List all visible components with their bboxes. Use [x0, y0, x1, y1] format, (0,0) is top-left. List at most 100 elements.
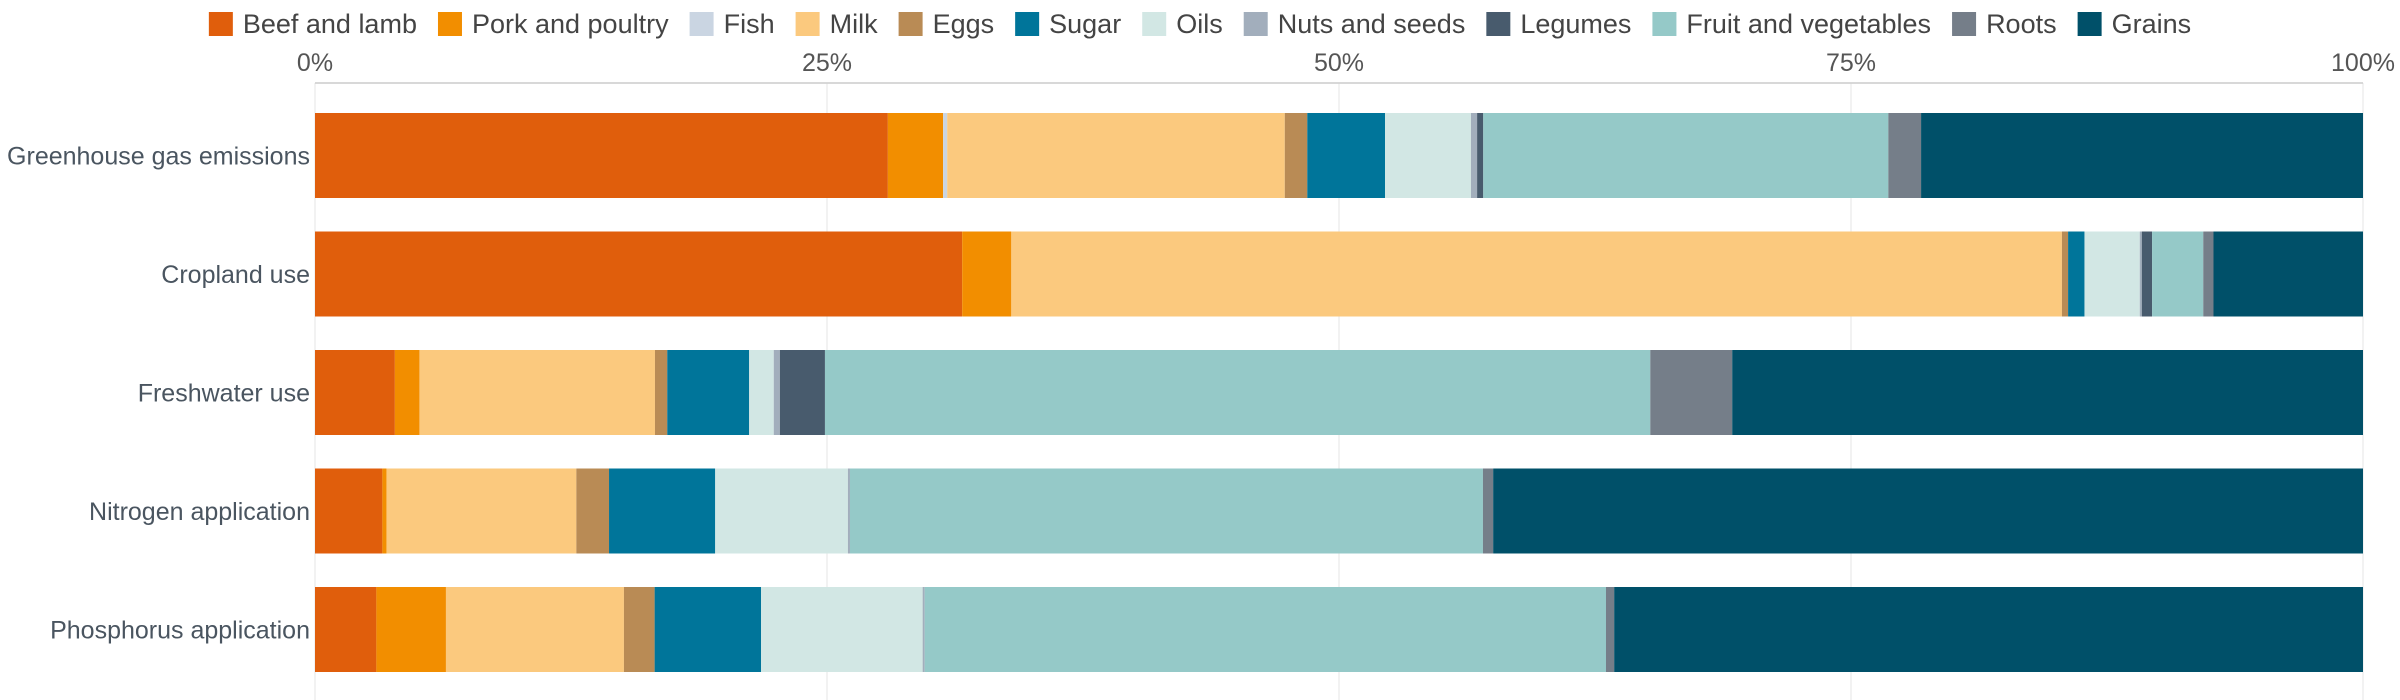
bar-segment-eggs	[623, 587, 655, 672]
bar-segment-eggs	[1284, 113, 1308, 198]
bar-segment-grains	[1921, 113, 2363, 198]
bar-segment-beef-and-lamb	[315, 468, 383, 554]
bar-segment-roots	[2203, 231, 2214, 317]
bar-segment-roots	[1650, 350, 1733, 435]
legend-swatch	[208, 12, 233, 36]
bar-segment-beef-and-lamb	[315, 350, 395, 435]
bar-segment-fruit-and-vegetables	[2152, 231, 2204, 317]
bar-segment-grains	[1493, 468, 2363, 554]
bar-segment-fruit-and-vegetables	[924, 587, 1606, 672]
bar-segment-oils	[715, 468, 848, 554]
legend-label: Roots	[1986, 9, 2057, 39]
legend-label: Fruit and vegetables	[1686, 9, 1931, 39]
bar-row-cropland-use	[315, 231, 2363, 317]
x-tick-label: 25%	[802, 49, 852, 77]
category-label: Phosphorus application	[50, 617, 310, 645]
bar-segment-fruit-and-vegetables	[1483, 113, 1889, 198]
legend-item-sugar[interactable]: Sugar	[1015, 9, 1121, 39]
category-label: Cropland use	[161, 261, 310, 289]
bar-segment-milk	[1011, 231, 2062, 317]
bar-segment-roots	[1482, 468, 1494, 554]
legend-swatch	[795, 12, 820, 36]
legend-swatch	[898, 12, 923, 36]
legend-item-beef-and-lamb[interactable]: Beef and lamb	[208, 9, 417, 39]
bar-segment-legumes	[1477, 113, 1484, 198]
bar-segment-nuts-and-seeds	[847, 468, 850, 554]
bar-row-nitrogen-application	[315, 468, 2363, 554]
category-label: Freshwater use	[138, 380, 310, 408]
bar-segment-sugar	[654, 587, 762, 672]
bar-segment-beef-and-lamb	[315, 113, 888, 198]
bar-segment-fish	[943, 113, 948, 198]
legend-item-milk[interactable]: Milk	[795, 9, 878, 39]
bar-segment-fruit-and-vegetables	[824, 350, 1651, 435]
legend-label: Sugar	[1049, 9, 1121, 39]
bar-segment-fruit-and-vegetables	[849, 468, 1483, 554]
bar-segment-milk	[419, 350, 655, 435]
legend-item-grains[interactable]: Grains	[2077, 9, 2192, 39]
bar-segment-sugar	[609, 468, 716, 554]
bar-segment-milk	[947, 113, 1285, 198]
bar-segment-roots	[1888, 113, 1922, 198]
legend-swatch	[1015, 12, 1040, 36]
legend-item-oils[interactable]: Oils	[1142, 9, 1223, 39]
legend-item-fish[interactable]: Fish	[689, 9, 775, 39]
bar-segment-oils	[1385, 113, 1471, 198]
x-tick-label: 50%	[1314, 49, 1364, 77]
bar-segment-pork-and-poultry	[382, 468, 387, 554]
bar-segment-nuts-and-seeds	[2139, 231, 2142, 317]
bar-segment-beef-and-lamb	[315, 231, 963, 317]
bar-segment-legumes	[779, 350, 825, 435]
bar-segment-grains	[2213, 231, 2363, 317]
bar-segment-pork-and-poultry	[962, 231, 1012, 317]
legend-item-nuts-and-seeds[interactable]: Nuts and seeds	[1243, 9, 1466, 39]
legend-swatch	[1486, 12, 1511, 36]
legend-swatch	[1142, 12, 1167, 36]
legend-label: Oils	[1176, 9, 1223, 39]
x-axis: 0% 25% 50% 75% 100%	[297, 49, 2395, 84]
bar-segment-oils	[2084, 231, 2140, 317]
bar-segment-sugar	[2068, 231, 2085, 317]
legend-item-legumes[interactable]: Legumes	[1486, 9, 1631, 39]
bar-segment-oils	[749, 350, 774, 435]
bar-row-phosphorus-application	[315, 587, 2363, 672]
bar-segment-sugar	[1307, 113, 1386, 198]
legend-label: Pork and poultry	[472, 9, 669, 39]
bar-segment-pork-and-poultry	[887, 113, 944, 198]
bar-row-freshwater-use	[315, 350, 2363, 435]
legend-swatch	[1652, 12, 1677, 36]
legend-swatch	[1952, 12, 1977, 36]
bar-segment-nuts-and-seeds	[922, 587, 925, 672]
category-label: Nitrogen application	[89, 498, 310, 526]
legend-item-eggs[interactable]: Eggs	[898, 9, 995, 39]
bar-segment-milk	[445, 587, 624, 672]
legend-item-pork-and-poultry[interactable]: Pork and poultry	[437, 9, 669, 39]
bar-segment-sugar	[667, 350, 750, 435]
bar-segment-grains	[1614, 587, 2363, 672]
bar-segment-grains	[1732, 350, 2363, 435]
legend-label: Legumes	[1520, 9, 1631, 39]
x-tick-label: 75%	[1826, 49, 1876, 77]
legend-label: Milk	[830, 9, 878, 39]
legend-item-roots[interactable]: Roots	[1952, 9, 2057, 39]
bar-segment-pork-and-poultry	[376, 587, 446, 672]
bar-segment-milk	[386, 468, 577, 554]
x-tick-label: 0%	[297, 49, 333, 77]
category-label: Greenhouse gas emissions	[7, 143, 310, 171]
legend-label: Fish	[724, 9, 775, 39]
legend-swatch	[689, 12, 714, 36]
legend-item-fruit-and-vegetables[interactable]: Fruit and vegetables	[1652, 9, 1931, 39]
category-labels: Greenhouse gas emissions Cropland use Fres…	[7, 143, 310, 645]
bar-segment-nuts-and-seeds	[1470, 113, 1478, 198]
bars	[315, 113, 2363, 672]
legend-swatch	[1243, 12, 1268, 36]
x-tick-label: 100%	[2331, 49, 2395, 77]
legend: Beef and lamb Pork and poultry Fish Milk Egg…	[208, 9, 2192, 39]
bar-segment-eggs	[576, 468, 610, 554]
bar-segment-oils	[761, 587, 923, 672]
bar-segment-legumes	[2141, 231, 2153, 317]
bar-segment-beef-and-lamb	[315, 587, 377, 672]
bar-segment-nuts-and-seeds	[773, 350, 780, 435]
